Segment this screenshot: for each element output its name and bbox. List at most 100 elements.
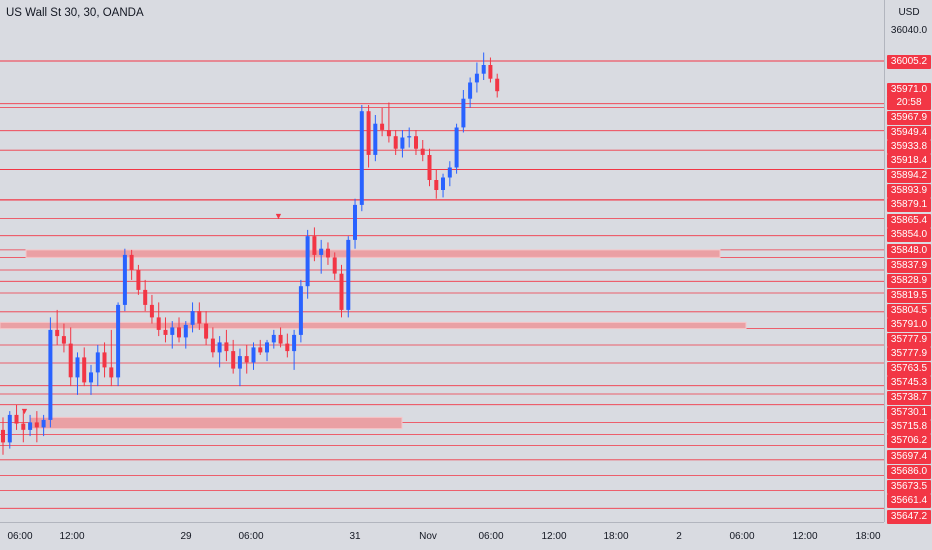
candle-body xyxy=(319,248,324,255)
candle[interactable] xyxy=(271,329,276,349)
candle[interactable] xyxy=(75,352,80,395)
candle[interactable] xyxy=(217,336,222,368)
candle[interactable] xyxy=(224,329,229,362)
candle[interactable] xyxy=(373,115,378,162)
candle[interactable] xyxy=(319,239,324,274)
candle[interactable] xyxy=(237,348,242,387)
price-label: 35738.7 xyxy=(887,391,931,405)
candle[interactable] xyxy=(156,302,161,337)
candle[interactable] xyxy=(292,329,297,370)
candle[interactable] xyxy=(420,140,425,162)
candle[interactable] xyxy=(55,309,60,345)
candle[interactable] xyxy=(197,302,202,330)
candle[interactable] xyxy=(116,302,121,387)
candle[interactable] xyxy=(346,236,351,318)
candle[interactable] xyxy=(149,294,154,324)
candle-body xyxy=(61,336,66,344)
candle[interactable] xyxy=(61,323,66,353)
candle[interactable] xyxy=(258,339,263,355)
chart-plot-area[interactable] xyxy=(0,0,884,522)
candle-body xyxy=(420,148,425,155)
candle[interactable] xyxy=(393,130,398,155)
candle[interactable] xyxy=(7,411,12,449)
candle-body xyxy=(170,327,175,335)
candle[interactable] xyxy=(474,62,479,93)
candle[interactable] xyxy=(495,73,500,98)
candle[interactable] xyxy=(488,57,493,83)
candle[interactable] xyxy=(129,249,134,280)
candle[interactable] xyxy=(332,252,337,280)
candle[interactable] xyxy=(231,339,236,374)
candle[interactable] xyxy=(183,321,188,349)
candle[interactable] xyxy=(163,317,168,343)
candle[interactable] xyxy=(414,130,418,155)
candle[interactable] xyxy=(28,414,33,437)
candle[interactable] xyxy=(305,229,310,299)
time-label: 06:00 xyxy=(729,531,755,542)
candle[interactable] xyxy=(244,344,249,374)
candle[interactable] xyxy=(204,311,209,345)
candle[interactable] xyxy=(109,329,114,387)
price-label: 36005.2 xyxy=(887,55,931,69)
candle[interactable] xyxy=(481,52,486,81)
candle[interactable] xyxy=(366,105,371,168)
price-axis[interactable]: USD 36040.0 20:58 36005.2 35971.0 35967.9 3… xyxy=(884,0,932,524)
candle[interactable] xyxy=(21,411,26,443)
candle[interactable] xyxy=(359,105,364,212)
candle[interactable] xyxy=(177,317,181,343)
candle[interactable] xyxy=(190,302,195,333)
candle[interactable] xyxy=(68,327,73,387)
candle[interactable] xyxy=(89,364,93,395)
candle[interactable] xyxy=(41,414,46,437)
candle[interactable] xyxy=(278,327,283,348)
candle[interactable] xyxy=(210,327,215,358)
candle[interactable] xyxy=(427,148,432,187)
price-label: 35777.9 xyxy=(887,347,931,361)
candle[interactable] xyxy=(312,227,317,262)
candle[interactable] xyxy=(353,198,357,249)
candle[interactable] xyxy=(14,404,19,430)
candle[interactable] xyxy=(1,417,5,455)
candle[interactable] xyxy=(447,161,452,187)
candle[interactable] xyxy=(251,342,256,370)
candle[interactable] xyxy=(380,107,385,137)
zone-rectangle[interactable] xyxy=(0,321,747,330)
candle-body xyxy=(217,342,222,353)
candle[interactable] xyxy=(454,123,459,174)
candle-body xyxy=(258,347,263,353)
zone-rectangle[interactable] xyxy=(25,249,721,258)
price-label: 35777.9 xyxy=(887,333,931,347)
candle[interactable] xyxy=(34,411,39,443)
candle-body xyxy=(292,334,297,352)
candle[interactable] xyxy=(122,248,127,312)
candle-body xyxy=(116,304,121,378)
candle[interactable] xyxy=(407,127,412,148)
candle[interactable] xyxy=(143,279,148,312)
candle-body xyxy=(407,136,412,138)
candle-body xyxy=(441,177,445,190)
candle[interactable] xyxy=(461,90,466,133)
candle[interactable] xyxy=(82,347,87,387)
price-label: 35918.4 xyxy=(887,154,931,168)
candle[interactable] xyxy=(95,344,100,387)
candle[interactable] xyxy=(434,170,439,199)
candle-body xyxy=(177,327,181,338)
zone-rectangle[interactable] xyxy=(29,416,403,430)
candle[interactable] xyxy=(285,333,290,358)
candle[interactable] xyxy=(170,321,175,349)
candle[interactable] xyxy=(265,339,269,362)
candle[interactable] xyxy=(326,242,330,265)
time-axis[interactable]: 06:00 12:00 29 06:00 31 Nov 06:00 12:00 18:00 2 06… xyxy=(0,522,884,550)
candle[interactable] xyxy=(102,342,107,378)
candle-body xyxy=(41,419,46,428)
candle[interactable] xyxy=(441,173,445,198)
candle[interactable] xyxy=(386,102,391,143)
candle[interactable] xyxy=(48,317,53,428)
candle[interactable] xyxy=(136,264,141,295)
candle[interactable] xyxy=(298,279,303,343)
candle-body xyxy=(82,357,87,383)
candle[interactable] xyxy=(468,77,473,108)
candle[interactable] xyxy=(400,130,405,158)
candle[interactable] xyxy=(339,264,344,318)
candle-body xyxy=(271,334,276,343)
